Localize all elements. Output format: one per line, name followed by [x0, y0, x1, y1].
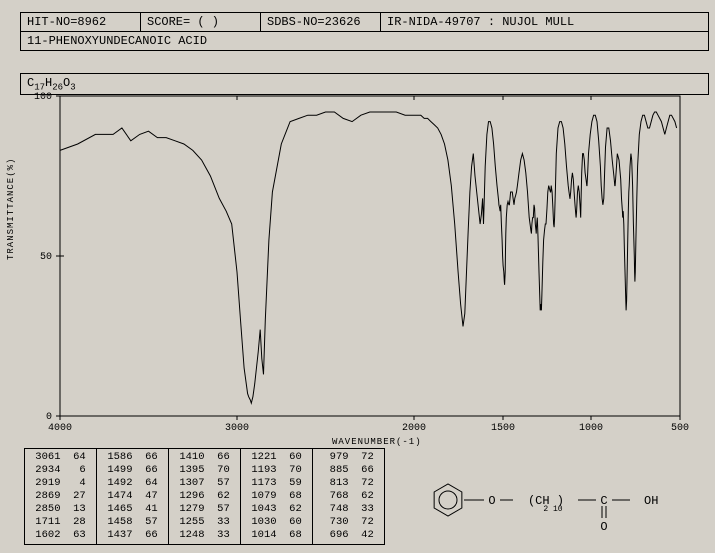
peak-row: 1279 57 [173, 503, 236, 516]
peak-row: 1173 59 [245, 477, 308, 490]
peak-table: 3061 64 2934 6 2919 4 2869 27 2850 13 17… [24, 448, 385, 545]
peak-row: 885 66 [317, 464, 380, 477]
peak-row: 1030 60 [245, 516, 308, 529]
peak-row: 2934 6 [29, 464, 92, 477]
peak-row: 730 72 [317, 516, 380, 529]
peak-row: 768 62 [317, 490, 380, 503]
svg-text:0: 0 [46, 412, 52, 423]
peak-column: 1410 66 1395 70 1307 57 1296 62 1279 57 … [168, 448, 240, 545]
chart-svg: 0 50 100 4000 3000 2000 1500 1000 500 [12, 90, 707, 435]
peak-row: 979 72 [317, 451, 380, 464]
peak-row: 1458 57 [101, 516, 164, 529]
peak-row: 1193 70 [245, 464, 308, 477]
svg-text:O: O [600, 520, 607, 534]
peak-row: 1711 28 [29, 516, 92, 529]
y-axis-label: TRANSMITTANCE(%) [6, 158, 16, 260]
spectrum-chart: TRANSMITTANCE(%) 05010040003000200015001… [12, 90, 707, 445]
peak-row: 1255 33 [173, 516, 236, 529]
svg-text:100: 100 [34, 92, 52, 103]
svg-text:O: O [488, 494, 495, 508]
peak-row: 1602 63 [29, 529, 92, 542]
svg-text:OH: OH [644, 494, 658, 508]
peak-row: 748 33 [317, 503, 380, 516]
peak-row: 1079 68 [245, 490, 308, 503]
peak-row: 3061 64 [29, 451, 92, 464]
peak-column: 1221 60 1193 70 1173 59 1079 68 1043 62 … [240, 448, 312, 545]
structure-svg: O(CH )2 10COHO [418, 465, 698, 535]
peak-row: 1465 41 [101, 503, 164, 516]
svg-text:1000: 1000 [579, 423, 603, 434]
peak-row: 2919 4 [29, 477, 92, 490]
svg-text:50: 50 [40, 252, 52, 263]
svg-text:2000: 2000 [402, 423, 426, 434]
peak-row: 1474 47 [101, 490, 164, 503]
ir-info: IR-NIDA-49707 : NUJOL MULL [381, 13, 708, 31]
peak-row: 1410 66 [173, 451, 236, 464]
svg-text:4000: 4000 [48, 423, 72, 434]
peak-column: 979 72 885 66 813 72 768 62 748 33 730 7… [312, 448, 385, 545]
molecular-structure: O(CH )2 10COHO [418, 465, 698, 535]
hit-no: HIT-NO=8962 [21, 13, 141, 31]
compound-name: 11-PHENOXYUNDECANOIC ACID [20, 32, 709, 51]
header-container: HIT-NO=8962 SCORE= ( ) SDBS-NO=23626 IR-… [20, 12, 709, 95]
peak-row: 696 42 [317, 529, 380, 542]
peak-row: 1296 62 [173, 490, 236, 503]
svg-text:1500: 1500 [491, 423, 515, 434]
peak-row: 1437 66 [101, 529, 164, 542]
score: SCORE= ( ) [141, 13, 261, 31]
peak-row: 1395 70 [173, 464, 236, 477]
svg-text:3000: 3000 [225, 423, 249, 434]
peak-column: 1586 66 1499 66 1492 64 1474 47 1465 41 … [96, 448, 168, 545]
svg-text:2 10: 2 10 [543, 505, 562, 514]
peak-row: 1492 64 [101, 477, 164, 490]
header-row: HIT-NO=8962 SCORE= ( ) SDBS-NO=23626 IR-… [20, 12, 709, 32]
x-axis-label: WAVENUMBER(-1) [332, 437, 422, 447]
peak-column: 3061 64 2934 6 2919 4 2869 27 2850 13 17… [24, 448, 96, 545]
peak-row: 1221 60 [245, 451, 308, 464]
svg-text:C: C [600, 494, 607, 508]
peak-row: 1014 68 [245, 529, 308, 542]
peak-row: 813 72 [317, 477, 380, 490]
svg-text:500: 500 [671, 423, 689, 434]
peak-row: 1043 62 [245, 503, 308, 516]
peak-row: 1307 57 [173, 477, 236, 490]
peak-row: 1499 66 [101, 464, 164, 477]
formula: C17H26O3 [27, 76, 76, 90]
sdbs-no: SDBS-NO=23626 [261, 13, 381, 31]
peak-row: 2869 27 [29, 490, 92, 503]
peak-row: 1586 66 [101, 451, 164, 464]
peak-row: 2850 13 [29, 503, 92, 516]
peak-row: 1248 33 [173, 529, 236, 542]
